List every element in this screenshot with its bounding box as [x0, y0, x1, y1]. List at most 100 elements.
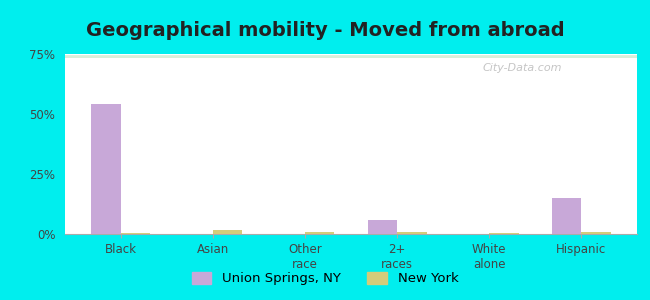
- Bar: [65, 54, 637, 56]
- Bar: [65, 54, 637, 56]
- Bar: [368, 220, 397, 234]
- Bar: [65, 54, 637, 56]
- Bar: [65, 55, 637, 56]
- Bar: [65, 55, 637, 57]
- Bar: [65, 55, 637, 56]
- Bar: [65, 56, 637, 57]
- Bar: [65, 56, 637, 57]
- Bar: [65, 55, 637, 57]
- Bar: [65, 54, 637, 56]
- Bar: [65, 54, 637, 56]
- Bar: [65, 55, 637, 57]
- Bar: [397, 232, 426, 234]
- Bar: [65, 55, 637, 56]
- Bar: [65, 55, 637, 57]
- Bar: [65, 55, 637, 57]
- Bar: [65, 54, 637, 56]
- Bar: [65, 55, 637, 56]
- Bar: [65, 55, 637, 56]
- Bar: [65, 54, 637, 56]
- Bar: [65, 55, 637, 57]
- Bar: [65, 55, 637, 57]
- Bar: [305, 232, 334, 234]
- Bar: [65, 55, 637, 57]
- Bar: [65, 54, 637, 56]
- Bar: [65, 56, 637, 57]
- Bar: [65, 54, 637, 56]
- Bar: [65, 55, 637, 57]
- Bar: [489, 233, 519, 234]
- Bar: [65, 55, 637, 56]
- Bar: [65, 54, 637, 56]
- Bar: [65, 55, 637, 57]
- Bar: [65, 55, 637, 56]
- Bar: [65, 55, 637, 56]
- Bar: [65, 56, 637, 57]
- Bar: [65, 56, 637, 58]
- Bar: [65, 55, 637, 57]
- Bar: [65, 56, 637, 57]
- Bar: [65, 55, 637, 57]
- Bar: [65, 55, 637, 57]
- Bar: [65, 55, 637, 56]
- Bar: [65, 56, 637, 57]
- Bar: [65, 54, 637, 56]
- Bar: [91, 104, 120, 234]
- Bar: [65, 54, 637, 56]
- Bar: [65, 55, 637, 57]
- Bar: [65, 55, 637, 57]
- Bar: [65, 54, 637, 56]
- Bar: [65, 55, 637, 57]
- Bar: [65, 54, 637, 56]
- Bar: [65, 55, 637, 57]
- Bar: [65, 56, 637, 57]
- Bar: [65, 54, 637, 56]
- Bar: [65, 56, 637, 57]
- Text: Geographical mobility - Moved from abroad: Geographical mobility - Moved from abroa…: [86, 21, 564, 40]
- Bar: [65, 55, 637, 56]
- Bar: [65, 56, 637, 57]
- Bar: [65, 55, 637, 57]
- Bar: [65, 56, 637, 58]
- Bar: [65, 54, 637, 56]
- Bar: [65, 56, 637, 58]
- Text: City-Data.com: City-Data.com: [482, 63, 562, 73]
- Bar: [65, 55, 637, 56]
- Bar: [65, 54, 637, 56]
- Bar: [552, 198, 582, 234]
- Bar: [582, 232, 611, 234]
- Bar: [65, 55, 637, 56]
- Bar: [65, 55, 637, 57]
- Bar: [65, 56, 637, 57]
- Bar: [65, 55, 637, 57]
- Bar: [65, 55, 637, 57]
- Bar: [65, 54, 637, 56]
- Bar: [65, 56, 637, 58]
- Bar: [65, 55, 637, 56]
- Bar: [65, 56, 637, 58]
- Bar: [65, 55, 637, 56]
- Legend: Union Springs, NY, New York: Union Springs, NY, New York: [187, 266, 463, 290]
- Bar: [65, 55, 637, 57]
- Bar: [65, 54, 637, 56]
- Bar: [65, 56, 637, 58]
- Bar: [65, 55, 637, 57]
- Bar: [65, 54, 637, 56]
- Bar: [65, 56, 637, 57]
- Bar: [213, 230, 242, 234]
- Bar: [65, 56, 637, 58]
- Bar: [65, 55, 637, 57]
- Bar: [65, 54, 637, 56]
- Bar: [65, 55, 637, 57]
- Bar: [65, 55, 637, 57]
- Bar: [65, 54, 637, 56]
- Bar: [65, 56, 637, 57]
- Bar: [65, 55, 637, 57]
- Bar: [65, 56, 637, 57]
- Bar: [65, 55, 637, 57]
- Bar: [65, 55, 637, 57]
- Bar: [65, 56, 637, 57]
- Bar: [65, 55, 637, 56]
- Bar: [120, 233, 150, 234]
- Bar: [65, 54, 637, 56]
